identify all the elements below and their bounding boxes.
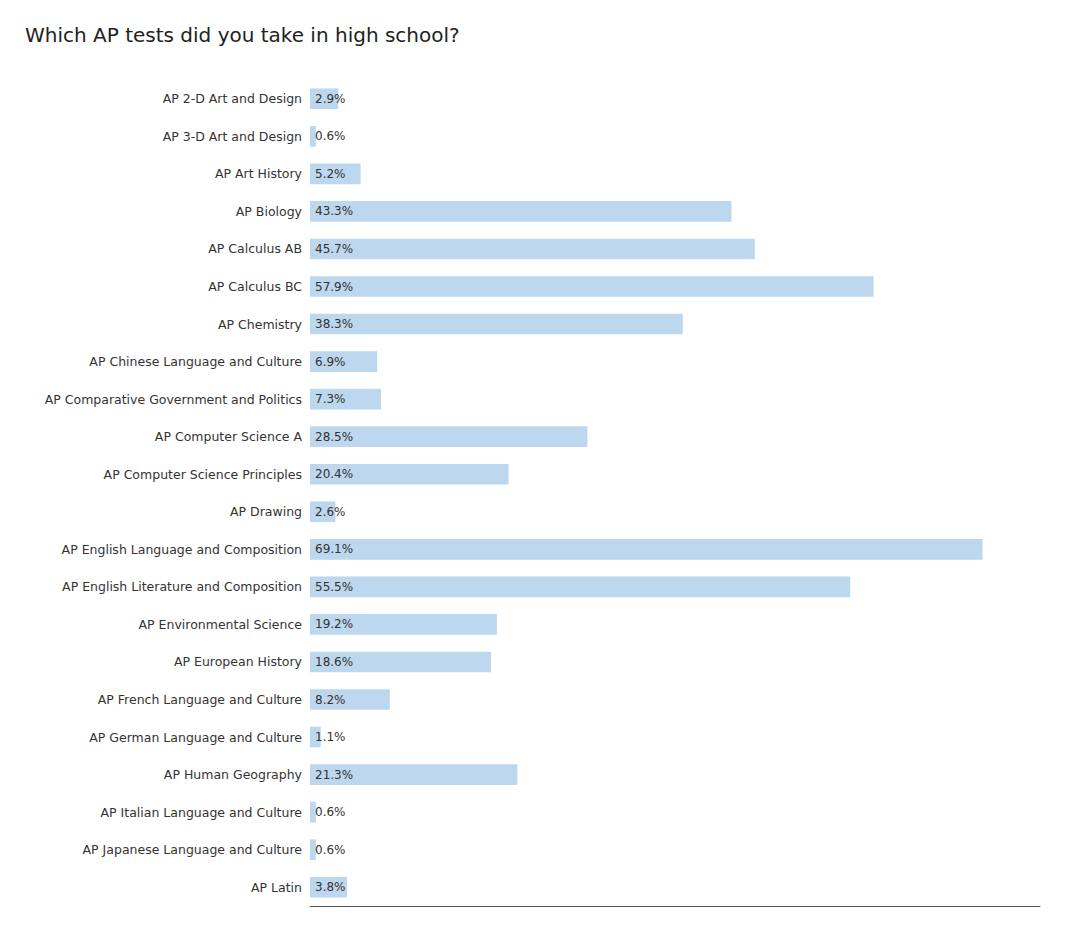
svg-text:AP Chemistry: AP Chemistry — [218, 317, 303, 332]
svg-text:7.3%: 7.3% — [315, 392, 346, 406]
svg-text:AP Chinese Language and Cultur: AP Chinese Language and Culture — [89, 354, 302, 369]
svg-text:AP 3-D Art and Design: AP 3-D Art and Design — [163, 129, 302, 144]
svg-text:AP Biology: AP Biology — [236, 204, 303, 219]
svg-text:28.5%: 28.5% — [315, 430, 353, 444]
svg-text:55.5%: 55.5% — [315, 580, 353, 594]
svg-text:AP 2-D Art and Design: AP 2-D Art and Design — [163, 91, 302, 106]
svg-text:AP English Language and Compos: AP English Language and Composition — [62, 542, 302, 557]
svg-text:0.6%: 0.6% — [315, 843, 346, 857]
svg-text:45.7%: 45.7% — [315, 242, 353, 256]
svg-text:AP Italian Language and Cultur: AP Italian Language and Culture — [101, 805, 303, 820]
svg-text:AP Comparative Government and: AP Comparative Government and Politics — [45, 392, 302, 407]
svg-text:18.6%: 18.6% — [315, 655, 353, 669]
svg-text:57.9%: 57.9% — [315, 280, 353, 294]
svg-text:5.2%: 5.2% — [315, 167, 346, 181]
svg-text:AP Computer Science Principles: AP Computer Science Principles — [104, 467, 302, 482]
svg-text:3.8%: 3.8% — [315, 880, 346, 894]
svg-text:2.6%: 2.6% — [315, 505, 346, 519]
svg-text:AP Computer Science A: AP Computer Science A — [155, 429, 303, 444]
svg-text:43.3%: 43.3% — [315, 204, 353, 218]
svg-text:AP English Literature and Comp: AP English Literature and Composition — [62, 579, 302, 594]
svg-text:19.2%: 19.2% — [315, 617, 353, 631]
svg-text:69.1%: 69.1% — [315, 542, 353, 556]
svg-text:20.4%: 20.4% — [315, 467, 353, 481]
svg-text:1.1%: 1.1% — [315, 730, 346, 744]
svg-text:Which AP tests did you take in: Which AP tests did you take in high scho… — [25, 23, 460, 47]
svg-text:AP Japanese Language and Cultu: AP Japanese Language and Culture — [83, 842, 303, 857]
svg-text:AP Art History: AP Art History — [215, 166, 303, 181]
svg-text:AP German Language and Culture: AP German Language and Culture — [89, 730, 302, 745]
svg-text:AP European History: AP European History — [174, 654, 303, 669]
svg-text:0.6%: 0.6% — [315, 129, 346, 143]
svg-text:AP French Language and Culture: AP French Language and Culture — [98, 692, 303, 707]
svg-text:AP Drawing: AP Drawing — [230, 504, 302, 519]
svg-text:AP Calculus AB: AP Calculus AB — [208, 241, 302, 256]
svg-text:21.3%: 21.3% — [315, 768, 353, 782]
svg-text:6.9%: 6.9% — [315, 355, 346, 369]
svg-text:AP Latin: AP Latin — [251, 880, 302, 895]
svg-text:AP Environmental Science: AP Environmental Science — [139, 617, 303, 632]
svg-text:AP Calculus BC: AP Calculus BC — [208, 279, 302, 294]
svg-text:8.2%: 8.2% — [315, 693, 346, 707]
svg-text:38.3%: 38.3% — [315, 317, 353, 331]
svg-text:2.9%: 2.9% — [315, 92, 346, 106]
svg-text:0.6%: 0.6% — [315, 805, 346, 819]
svg-text:AP Human Geography: AP Human Geography — [164, 767, 303, 782]
